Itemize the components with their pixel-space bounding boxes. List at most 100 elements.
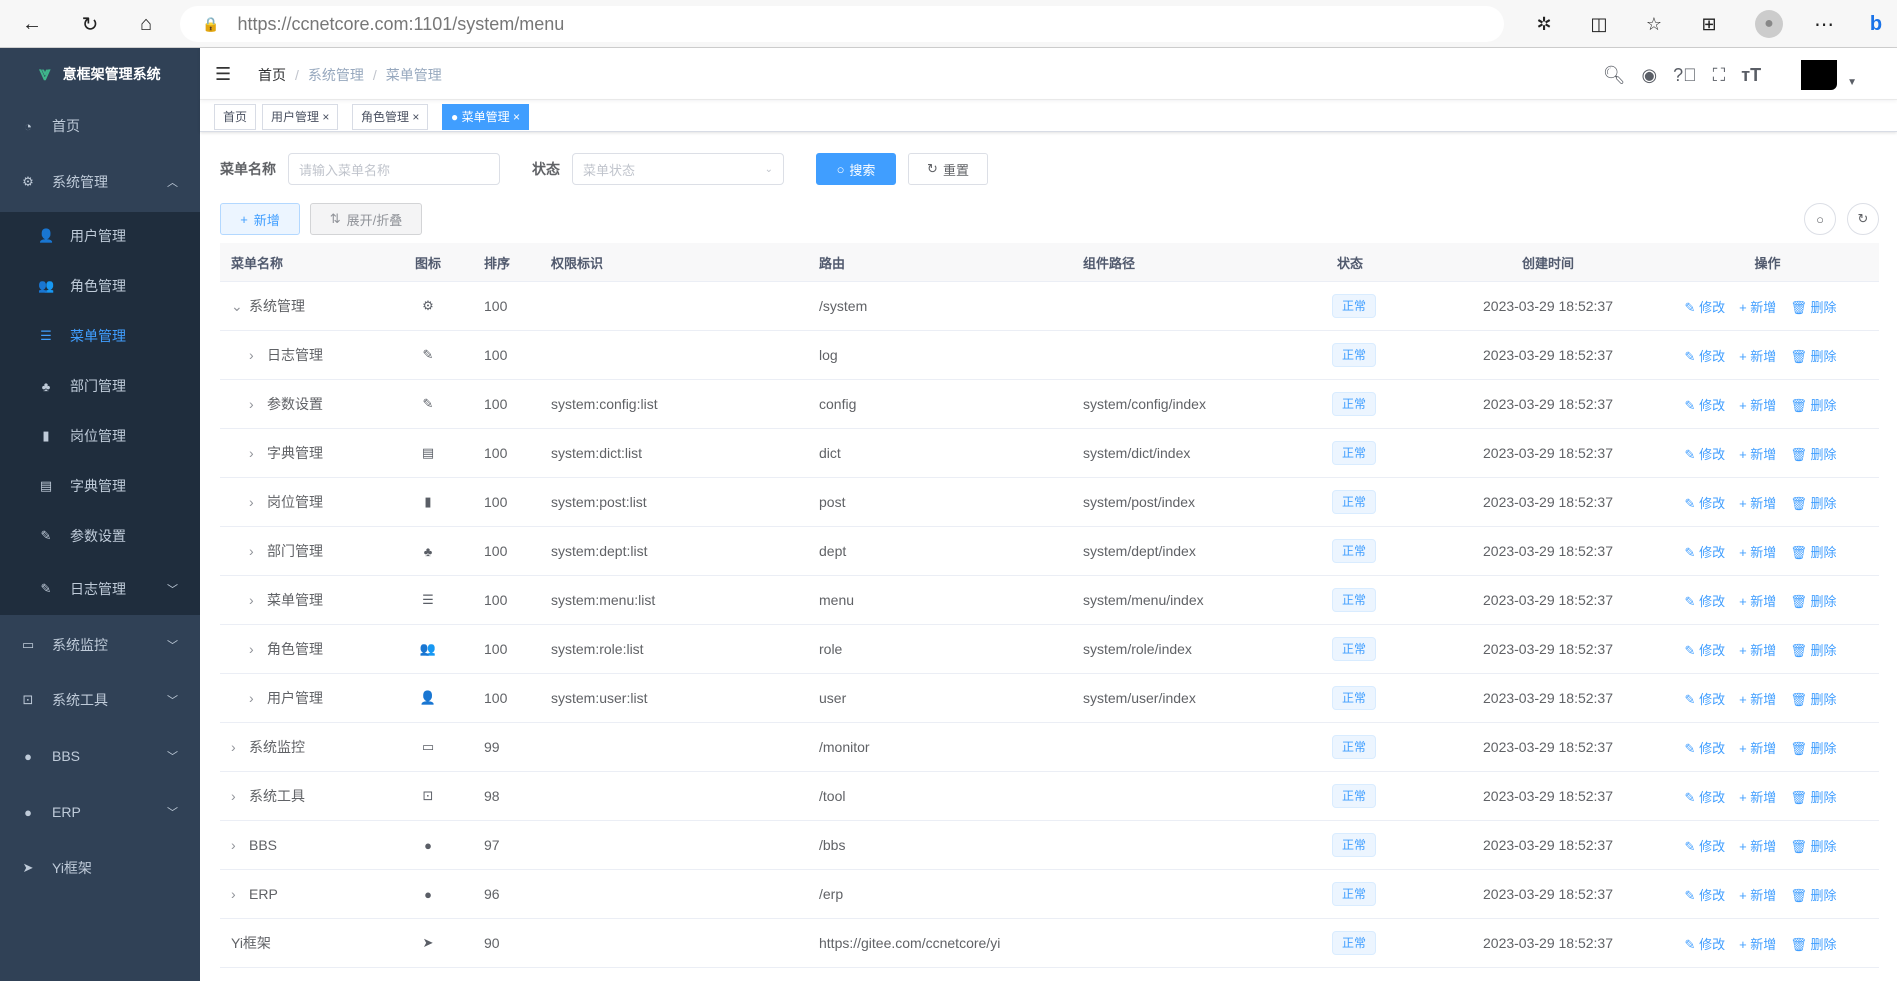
table-row[interactable]: › 系统监控 ▭ 99/monitor 正常 2023-03-29 18:52:37 ✎ 修… (220, 723, 1879, 772)
font-size-icon[interactable]: тT (1741, 64, 1762, 85)
add-button[interactable]: + 新增 (1739, 787, 1776, 806)
delete-button[interactable]: 🗑︎ 删除 (1790, 493, 1836, 512)
delete-button[interactable]: 🗑︎ 删除 (1790, 395, 1836, 414)
expand-collapse-button[interactable]: ⇅ 展开/折叠 (310, 203, 422, 235)
sidebar-item[interactable]: 👥 角色管理 (0, 261, 200, 311)
table-row[interactable]: › 岗位管理 ▮ 100 system:post:list post system/post… (220, 478, 1879, 527)
chevron-right-icon[interactable]: › (231, 886, 236, 902)
close-icon[interactable]: × (509, 110, 520, 124)
sidebar-item[interactable]: ▭ 系统监控 ﹀ (0, 620, 200, 670)
table-row[interactable]: › BBS ● 97/bbs 正常 2023-03-29 18:52:37 ✎ 修改 + 新增… (220, 821, 1879, 870)
chevron-right-icon[interactable]: › (249, 494, 254, 510)
chevron-right-icon[interactable]: › (249, 445, 254, 461)
caret-down-icon[interactable]: ▼ (1847, 76, 1857, 88)
add-button[interactable]: + 新增 (1739, 885, 1776, 904)
edit-button[interactable]: ✎ 修改 (1685, 885, 1726, 904)
delete-button[interactable]: 🗑︎ 删除 (1790, 542, 1836, 561)
search-icon[interactable]: 🔍︎ (1602, 64, 1626, 85)
edit-button[interactable]: ✎ 修改 (1685, 444, 1726, 463)
edit-button[interactable]: ✎ 修改 (1685, 689, 1726, 708)
table-row[interactable]: › 字典管理 ▤ 100 system:dict:list dict system/dict… (220, 429, 1879, 478)
chevron-right-icon[interactable]: › (249, 690, 254, 706)
menu-name-input[interactable]: 请输入菜单名称 (288, 153, 500, 185)
edit-button[interactable]: ✎ 修改 (1685, 346, 1726, 365)
sidebar-item[interactable]: ▤ 字典管理 (0, 461, 200, 511)
edit-button[interactable]: ✎ 修改 (1685, 395, 1726, 414)
sidebar-item[interactable]: ⚙ 系统管理 ︿ (0, 157, 200, 207)
edit-button[interactable]: ✎ 修改 (1685, 493, 1726, 512)
status-select[interactable]: 菜单状态 ⌄ (572, 153, 784, 185)
sidebar-item[interactable]: ▮ 岗位管理 (0, 411, 200, 461)
delete-button[interactable]: 🗑︎ 删除 (1790, 934, 1836, 953)
search-button[interactable]: ○ 搜索 (816, 153, 896, 185)
table-row[interactable]: › ERP ● 96/erp 正常 2023-03-29 18:52:37 ✎ 修改 + 新增… (220, 870, 1879, 919)
profile-icon[interactable]: ● (1755, 10, 1783, 38)
close-icon[interactable]: × (319, 110, 330, 124)
table-row[interactable]: › 系统工具 ⊡ 98/tool 正常 2023-03-29 18:52:37 ✎ 修改 + … (220, 772, 1879, 821)
chevron-right-icon[interactable]: › (249, 396, 254, 412)
add-button[interactable]: + 新增 (1739, 738, 1776, 757)
extensions-icon[interactable]: ✲ (1536, 13, 1552, 34)
table-row[interactable]: Yi框架 ➤ 90 https://gitee.com/ccnetcore/yi 正常 2… (220, 919, 1879, 968)
delete-button[interactable]: 🗑︎ 删除 (1790, 346, 1836, 365)
avatar[interactable] (1801, 60, 1838, 90)
chevron-right-icon[interactable]: › (231, 788, 236, 804)
add-button[interactable]: + 新增 (1739, 395, 1776, 414)
sidebar-item[interactable]: ◔ 首页 (0, 101, 200, 151)
tag-用户管理[interactable]: 用户管理 × (262, 104, 339, 130)
chevron-right-icon[interactable]: › (249, 543, 254, 559)
fullscreen-icon[interactable]: ⛶ (1712, 64, 1726, 85)
sidebar-item[interactable]: ● ERP ﹀ (0, 787, 200, 837)
edit-button[interactable]: ✎ 修改 (1685, 787, 1726, 806)
table-row[interactable]: › 日志管理 ✎ 100 log 正常 2023-03-29 18:52:37 ✎ 修改 + 新… (220, 331, 1879, 380)
table-row[interactable]: › 菜单管理 ☰ 100 system:menu:list menu system/menu… (220, 576, 1879, 625)
edit-button[interactable]: ✎ 修改 (1685, 836, 1726, 855)
chevron-down-icon[interactable]: ⌄ (231, 297, 243, 314)
table-row[interactable]: › 部门管理 ♣ 100 system:dept:list dept system/dept… (220, 527, 1879, 576)
tag-角色管理[interactable]: 角色管理 × (352, 104, 429, 130)
add-button[interactable]: + 新增 (1739, 493, 1776, 512)
split-screen-icon[interactable]: ◫ (1590, 13, 1608, 34)
delete-button[interactable]: 🗑︎ 删除 (1790, 885, 1836, 904)
table-row[interactable]: ⌄ 系统管理 ⚙ 100/system 正常 2023-03-29 18:52:37 ✎ 修… (220, 282, 1879, 331)
edit-button[interactable]: ✎ 修改 (1685, 640, 1726, 659)
delete-button[interactable]: 🗑︎ 删除 (1790, 444, 1836, 463)
sidebar-item[interactable]: ✎ 日志管理 ﹀ (0, 564, 200, 614)
add-button[interactable]: + 新增 (1739, 591, 1776, 610)
address-bar[interactable]: 🔒 https://ccnetcore.com:1101/system/menu (180, 6, 1504, 42)
bing-icon[interactable]: b (1869, 12, 1883, 35)
add-button[interactable]: + 新增 (1739, 640, 1776, 659)
delete-button[interactable]: 🗑︎ 删除 (1790, 689, 1836, 708)
delete-button[interactable]: 🗑︎ 删除 (1790, 640, 1836, 659)
back-icon[interactable]: ← (22, 12, 42, 35)
sidebar-item[interactable]: ➤ Yi框架 (0, 843, 200, 893)
refresh-table-button[interactable]: ↻ (1847, 203, 1879, 235)
home-icon[interactable]: ⌂ (139, 12, 153, 35)
close-icon[interactable]: × (409, 110, 420, 124)
edit-button[interactable]: ✎ 修改 (1685, 738, 1726, 757)
sidebar-item[interactable]: ✎ 参数设置 (0, 511, 200, 561)
sidebar-item[interactable]: ☰ 菜单管理 (0, 311, 200, 361)
chevron-right-icon[interactable]: › (231, 837, 236, 853)
add-button[interactable]: + 新增 (1739, 542, 1776, 561)
chevron-right-icon[interactable]: › (249, 592, 254, 608)
add-button[interactable]: + 新增 (220, 203, 300, 235)
tag-菜单管理[interactable]: ● 菜单管理 × (442, 104, 529, 130)
sidebar-item[interactable]: ♣ 部门管理 (0, 361, 200, 411)
add-button[interactable]: + 新增 (1739, 836, 1776, 855)
sidebar-item[interactable]: 👤 用户管理 (0, 211, 200, 261)
add-button[interactable]: + 新增 (1739, 346, 1776, 365)
collections-icon[interactable]: ⊞ (1701, 13, 1717, 34)
hamburger-icon[interactable]: ☰ (215, 64, 232, 84)
table-row[interactable]: › 角色管理 👥 100 system:role:list role system/role… (220, 625, 1879, 674)
sidebar-item[interactable]: ● BBS ﹀ (0, 731, 200, 781)
delete-button[interactable]: 🗑︎ 删除 (1790, 836, 1836, 855)
github-icon[interactable]: ◉ (1641, 64, 1658, 85)
chevron-right-icon[interactable]: › (249, 347, 254, 363)
edit-button[interactable]: ✎ 修改 (1685, 591, 1726, 610)
edit-button[interactable]: ✎ 修改 (1685, 934, 1726, 953)
tag-首页[interactable]: 首页 (214, 104, 257, 130)
add-button[interactable]: + 新增 (1739, 689, 1776, 708)
reset-button[interactable]: ↻ 重置 (908, 153, 988, 185)
add-button[interactable]: + 新增 (1739, 444, 1776, 463)
